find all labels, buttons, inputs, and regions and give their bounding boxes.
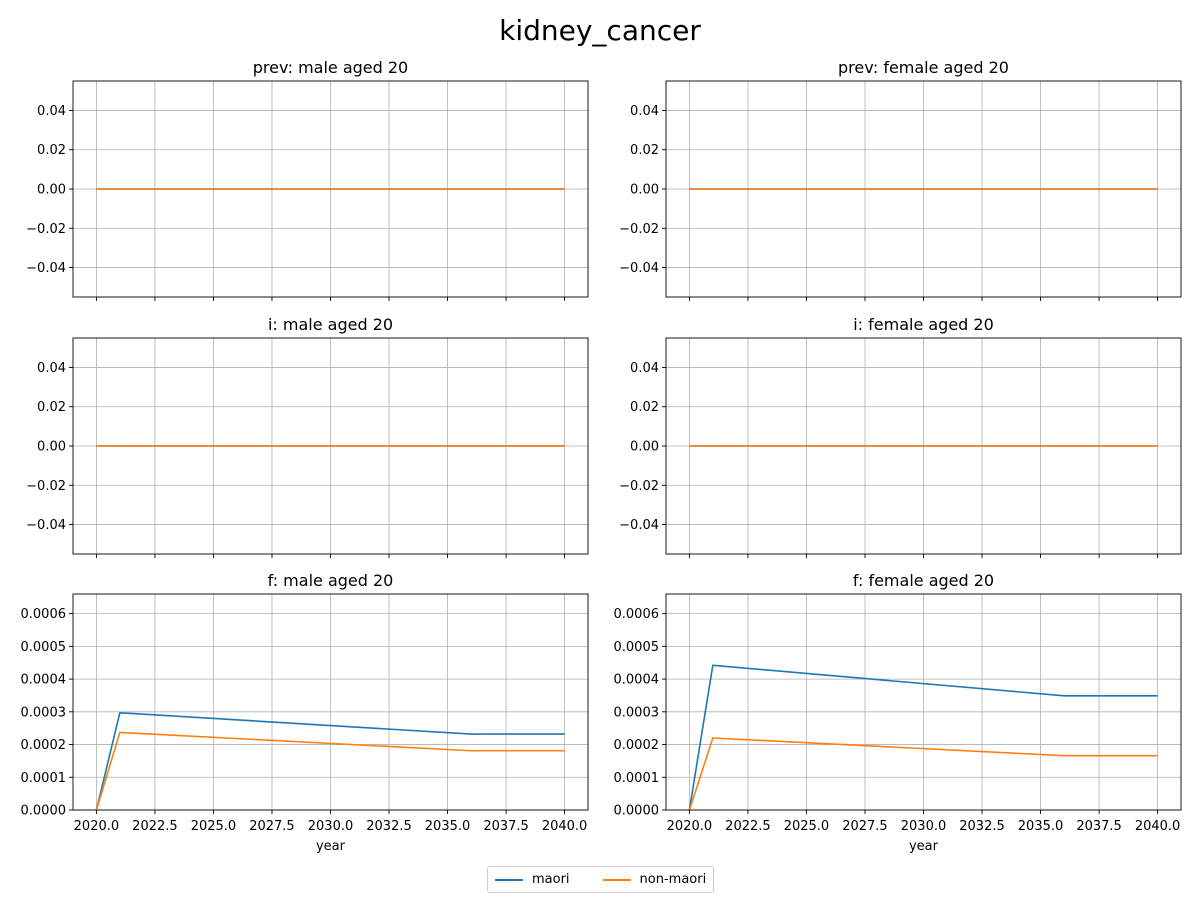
y-tick-label: 0.04 — [37, 361, 66, 376]
subplot-title: i: female aged 20 — [853, 315, 994, 334]
legend-swatch-non-maori — [602, 878, 631, 881]
y-tick-label: 0.0000 — [21, 804, 67, 819]
y-tick-label: 0.04 — [630, 104, 659, 119]
subplot-title: i: male aged 20 — [268, 315, 393, 334]
subplot-title: prev: female aged 20 — [838, 58, 1009, 77]
y-tick-label: −0.04 — [619, 518, 659, 533]
subplot-title: prev: male aged 20 — [253, 58, 408, 77]
subplot-title: f: female aged 20 — [853, 571, 994, 590]
subplot-5: f: male aged 20 2020.0 2022.5 2025.0 2027.5 2… — [21, 571, 589, 854]
x-axis-label: year — [909, 839, 939, 854]
legend-swatch-maori — [495, 878, 523, 881]
y-tick-label: −0.04 — [26, 518, 66, 533]
y-tick-label: 0.02 — [630, 400, 659, 415]
y-tick-label: 0.0004 — [21, 673, 67, 688]
y-tick-label: −0.02 — [26, 479, 66, 494]
y-tick-label: 0.02 — [37, 400, 66, 415]
x-tick-label: 2035.0 — [1018, 819, 1064, 834]
x-tick-label: 2040.0 — [1135, 819, 1181, 834]
y-tick-label: 0.02 — [37, 143, 66, 158]
legend-label-maori: maori — [532, 872, 570, 887]
y-tick-label: 0.0005 — [614, 640, 660, 655]
y-tick-label: 0.00 — [37, 440, 66, 455]
x-tick-label: 2032.5 — [366, 819, 412, 834]
y-tick-label: 0.0003 — [614, 705, 660, 720]
y-tick-label: 0.0006 — [614, 607, 660, 622]
subplot-3: i: male aged 20 −0.04 −0.02 0.00 0.02 0.04 — [26, 315, 589, 558]
y-tick-label: 0.0005 — [21, 640, 67, 655]
legend: maori non-maori — [487, 866, 714, 893]
x-tick-label: 2030.0 — [901, 819, 947, 834]
y-tick-label: −0.04 — [619, 261, 659, 276]
series-line-non-maori — [688, 737, 1158, 811]
legend-item-non-maori: non-maori — [602, 872, 707, 887]
x-tick-label: 2040.0 — [542, 819, 588, 834]
x-tick-label: 2020.0 — [74, 819, 120, 834]
x-tick-label: 2037.5 — [1076, 819, 1122, 834]
y-tick-label: 0.04 — [630, 361, 659, 376]
x-tick-label: 2032.5 — [959, 819, 1005, 834]
subplot-4: i: female aged 20 −0.04 −0.02 0.00 0.02 0.04 — [619, 315, 1182, 558]
figure-title: kidney_cancer — [499, 14, 701, 47]
x-tick-label: 2037.5 — [483, 819, 529, 834]
series-line-non-maori — [95, 731, 565, 811]
y-tick-label: 0.0003 — [21, 705, 67, 720]
subplot-6: f: female aged 20 2020.0 2022.5 2025.0 2027.… — [614, 571, 1182, 854]
y-tick-label: 0.0002 — [614, 738, 660, 753]
y-tick-label: 0.0002 — [21, 738, 67, 753]
y-tick-label: −0.02 — [619, 479, 659, 494]
subplot-title: f: male aged 20 — [268, 571, 394, 590]
legend-item-maori: maori — [495, 872, 570, 887]
y-tick-label: 0.0004 — [614, 673, 660, 688]
subplot-2: prev: female aged 20 −0.04 −0.02 0.00 0.02 0.… — [619, 58, 1182, 301]
y-tick-label: 0.02 — [630, 143, 659, 158]
x-tick-label: 2027.5 — [842, 819, 888, 834]
y-tick-label: −0.04 — [26, 261, 66, 276]
series-line-maori — [688, 664, 1158, 811]
y-tick-label: 0.0001 — [614, 771, 660, 786]
x-tick-label: 2022.5 — [725, 819, 771, 834]
y-tick-label: −0.02 — [26, 222, 66, 237]
x-tick-label: 2022.5 — [132, 819, 178, 834]
y-tick-label: 0.04 — [37, 104, 66, 119]
y-tick-label: −0.02 — [619, 222, 659, 237]
x-tick-label: 2025.0 — [784, 819, 830, 834]
subplot-1: prev: male aged 20 −0.04 −0.02 0.00 0.02 0.04 — [26, 58, 589, 301]
y-tick-label: 0.0000 — [614, 804, 660, 819]
y-tick-label: 0.00 — [630, 183, 659, 198]
y-tick-label: 0.00 — [37, 183, 66, 198]
y-tick-label: 0.0001 — [21, 771, 67, 786]
legend-label-non-maori: non-maori — [639, 872, 707, 887]
series-line-maori — [95, 711, 565, 811]
x-axis-label: year — [316, 839, 346, 854]
y-tick-label: 0.00 — [630, 440, 659, 455]
x-tick-label: 2027.5 — [249, 819, 295, 834]
x-tick-label: 2020.0 — [667, 819, 713, 834]
subplot-grid: prev: male aged 20 −0.04 −0.02 0.00 0.02 0.04… — [21, 58, 1182, 854]
x-tick-label: 2035.0 — [425, 819, 471, 834]
x-tick-label: 2025.0 — [191, 819, 237, 834]
y-tick-label: 0.0006 — [21, 607, 67, 622]
x-tick-label: 2030.0 — [308, 819, 354, 834]
